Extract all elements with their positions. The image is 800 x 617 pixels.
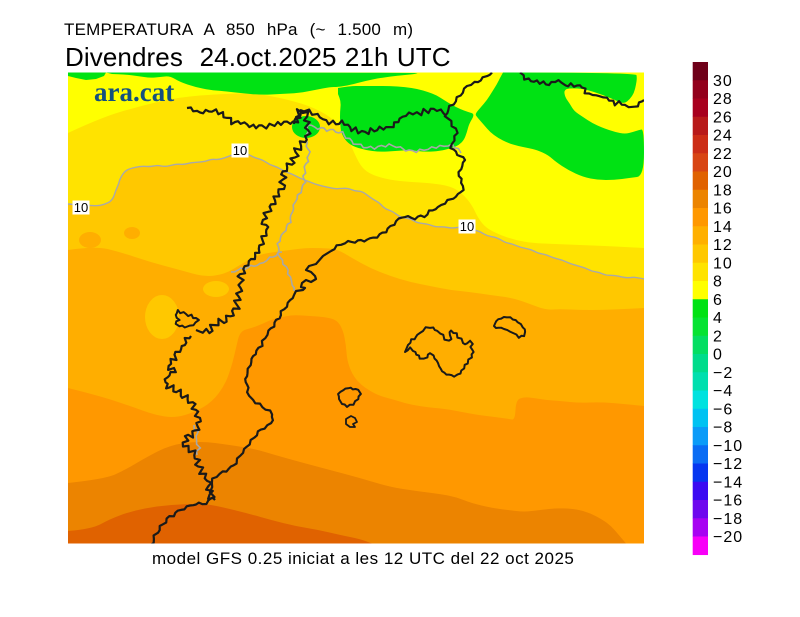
svg-text:−16: −16 <box>713 493 743 510</box>
svg-text:−2: −2 <box>713 365 733 382</box>
svg-text:20: 20 <box>713 164 733 181</box>
svg-text:−10: −10 <box>713 438 743 455</box>
svg-text:26: 26 <box>713 109 733 126</box>
svg-text:22: 22 <box>713 146 733 163</box>
svg-text:−12: −12 <box>713 456 743 473</box>
svg-text:18: 18 <box>713 182 733 199</box>
svg-text:8: 8 <box>713 274 723 291</box>
svg-text:10: 10 <box>713 255 733 272</box>
svg-text:10: 10 <box>460 219 474 234</box>
svg-text:4: 4 <box>713 310 723 327</box>
svg-text:−20: −20 <box>713 529 743 546</box>
svg-text:−6: −6 <box>713 401 733 418</box>
svg-text:−4: −4 <box>713 383 733 400</box>
svg-text:12: 12 <box>713 237 733 254</box>
svg-text:30: 30 <box>713 73 733 90</box>
svg-text:0: 0 <box>713 347 723 364</box>
svg-text:28: 28 <box>713 91 733 108</box>
svg-text:6: 6 <box>713 292 723 309</box>
svg-text:16: 16 <box>713 201 733 218</box>
svg-text:−14: −14 <box>713 474 743 491</box>
svg-text:10: 10 <box>74 200 88 215</box>
svg-text:24: 24 <box>713 128 733 145</box>
svg-text:14: 14 <box>713 219 733 236</box>
svg-text:2: 2 <box>713 328 723 345</box>
svg-text:−8: −8 <box>713 420 733 437</box>
svg-text:10: 10 <box>233 143 247 158</box>
svg-text:−18: −18 <box>713 511 743 528</box>
